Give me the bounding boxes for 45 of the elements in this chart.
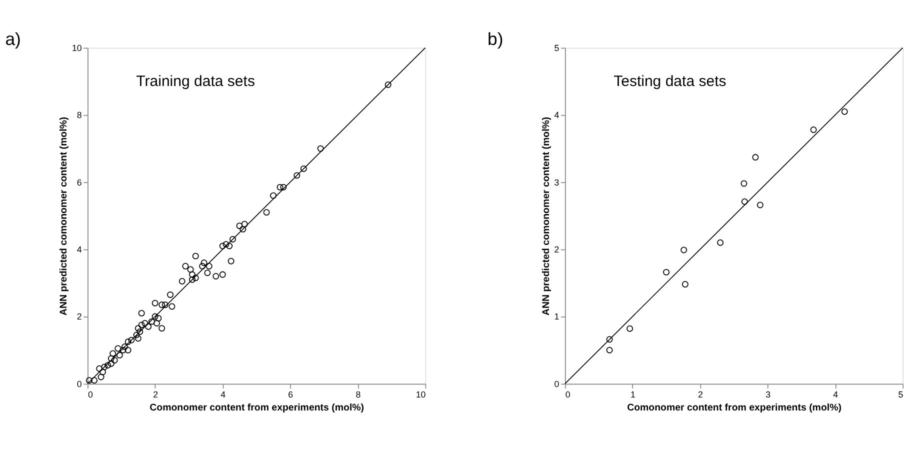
x-tick-label: 1 bbox=[630, 389, 636, 400]
annotation: Training data sets bbox=[136, 72, 255, 90]
y-tick-label: 6 bbox=[76, 177, 82, 188]
y-axis-title: ANN predicted comonomer content (mol%) bbox=[58, 116, 70, 316]
point bbox=[756, 202, 764, 208]
y-tick-label: 1 bbox=[554, 312, 560, 322]
y-tick-label: 8 bbox=[76, 110, 82, 120]
x-tick-label: 4 bbox=[220, 389, 226, 400]
point bbox=[810, 126, 817, 133]
chart-title: a) bbox=[5, 29, 21, 50]
x-tick-label: 10 bbox=[416, 389, 426, 400]
y-tick-label: 3 bbox=[554, 177, 560, 188]
x-tick-label: 6 bbox=[288, 389, 294, 400]
y-tick-label: 0 bbox=[554, 378, 560, 389]
y-tick-label: 10 bbox=[72, 42, 82, 53]
point bbox=[682, 281, 688, 288]
point bbox=[740, 180, 748, 187]
x-tick-label: 5 bbox=[898, 389, 904, 400]
y-tick-label: 5 bbox=[554, 42, 560, 53]
x-tick-label: 8 bbox=[356, 389, 361, 400]
y-tick-label: 2 bbox=[76, 312, 82, 322]
x-tick-label: 0 bbox=[88, 389, 93, 400]
x-tick-label: 3 bbox=[766, 389, 771, 400]
y-tick-label: 2 bbox=[554, 244, 560, 254]
point bbox=[606, 346, 613, 354]
x-tick-label: 4 bbox=[833, 389, 838, 400]
x-axis-title: Comonomer content from experiments (mol%) bbox=[627, 402, 842, 414]
x-axis-title: Comonomer content from experiments (mol%) bbox=[150, 402, 364, 414]
point bbox=[752, 154, 759, 161]
y-tick-label: 4 bbox=[76, 244, 82, 254]
y-tick-label: 0 bbox=[76, 378, 82, 389]
x-tick-label: 2 bbox=[698, 389, 704, 400]
point bbox=[717, 239, 724, 246]
point bbox=[841, 108, 848, 115]
point bbox=[663, 268, 670, 276]
point bbox=[741, 198, 748, 205]
x-tick-label: 0 bbox=[565, 389, 570, 400]
y-tick-label: 4 bbox=[554, 110, 560, 120]
y-axis-title: ANN predicted comonomer content (mol%) bbox=[540, 116, 552, 316]
chart-title: b) bbox=[488, 29, 504, 50]
point bbox=[626, 325, 634, 332]
x-tick-label: 2 bbox=[153, 389, 158, 400]
point bbox=[680, 246, 688, 254]
point bbox=[606, 336, 613, 343]
annotation: Testing data sets bbox=[614, 72, 726, 90]
